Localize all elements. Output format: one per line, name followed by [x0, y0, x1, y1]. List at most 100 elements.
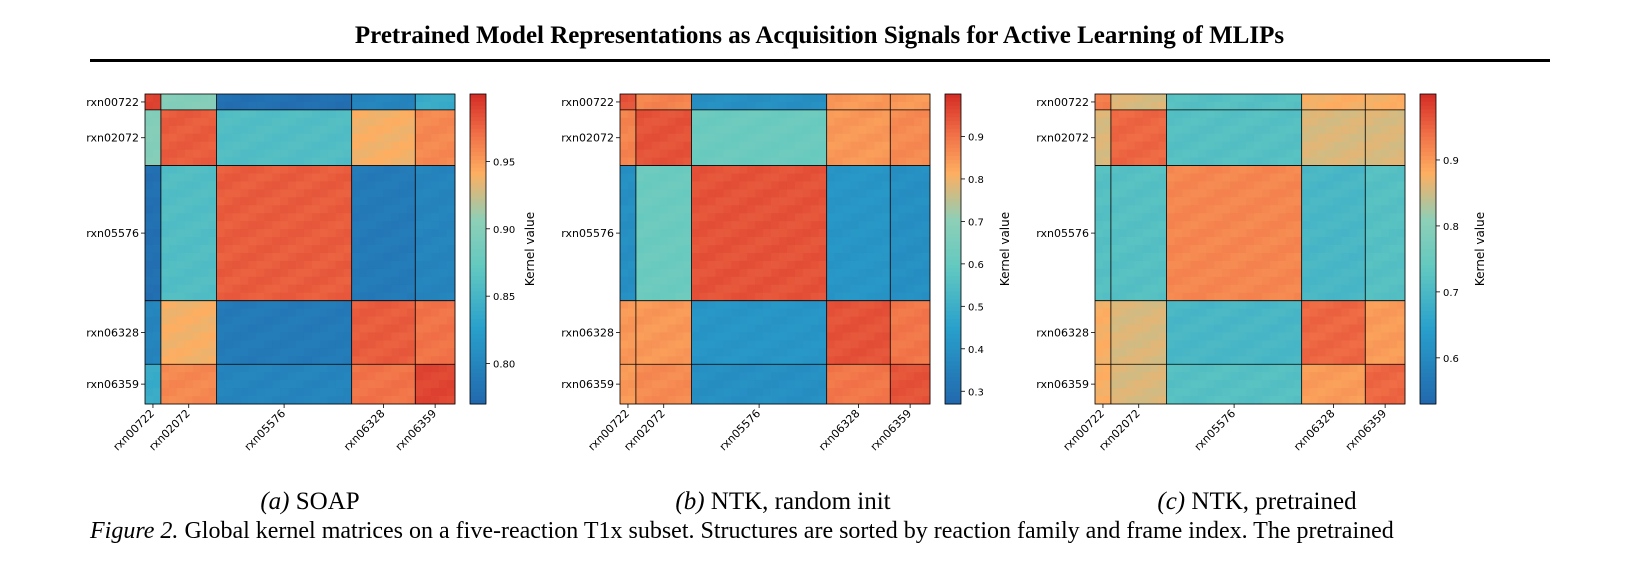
heatmap-cell — [1277, 237, 1287, 246]
heatmap-cell — [256, 348, 265, 357]
colorbar-segment — [945, 210, 961, 215]
heatmap-cell — [1397, 237, 1406, 246]
heatmap-cell — [1349, 157, 1358, 166]
heatmap-cell — [882, 308, 891, 317]
heatmap-cell — [691, 94, 700, 103]
heatmap-cell — [1182, 245, 1191, 254]
heatmap-cell — [643, 340, 653, 349]
heatmap-cell — [866, 141, 875, 151]
heatmap-cell — [731, 189, 740, 198]
heatmap-cell — [168, 380, 178, 389]
heatmap-cell — [667, 276, 677, 286]
heatmap-cell — [771, 189, 780, 198]
colorbar-segment — [945, 237, 961, 242]
heatmap-cell — [818, 229, 828, 238]
heatmap-cell — [359, 396, 368, 405]
colorbar-segment — [945, 101, 961, 107]
heatmap-cell — [882, 260, 891, 270]
heatmap-cell — [1317, 356, 1326, 365]
heatmap-cell — [319, 157, 329, 166]
heatmap-cell — [898, 252, 907, 262]
heatmap-cell — [1317, 324, 1326, 333]
heatmap-cell — [794, 268, 804, 278]
heatmap-cell — [1222, 268, 1231, 278]
heatmap-cell — [635, 229, 645, 238]
heatmap-cell — [707, 292, 716, 302]
heatmap-cell — [1309, 364, 1318, 373]
heatmap-cell — [818, 276, 828, 286]
heatmap-cell — [866, 149, 875, 158]
y-tick-label: rxn00722 — [1036, 96, 1089, 109]
heatmap-cell — [1365, 268, 1374, 278]
colorbar-segment — [945, 214, 961, 219]
heatmap-cell — [383, 149, 392, 158]
heatmap-cell — [327, 372, 337, 381]
heatmap-cell — [794, 94, 804, 103]
heatmap-cell — [1357, 260, 1366, 270]
heatmap-cell — [232, 324, 241, 333]
heatmap-cell — [343, 101, 353, 111]
heatmap-cell — [818, 380, 828, 389]
heatmap-cell — [850, 157, 859, 166]
heatmap-cell — [1174, 245, 1183, 254]
heatmap-cell — [359, 237, 368, 246]
heatmap-cell — [1206, 292, 1215, 302]
heatmap-cell — [1238, 364, 1247, 373]
heatmap-cell — [627, 157, 637, 166]
heatmap-cell — [778, 356, 788, 365]
heatmap-cell — [874, 372, 883, 381]
heatmap-cell — [1142, 229, 1152, 238]
heatmap-cell — [1301, 133, 1311, 143]
heatmap-cell — [439, 252, 448, 262]
heatmap-cell — [319, 356, 329, 365]
heatmap-cell — [1317, 292, 1326, 302]
heatmap-cell — [375, 181, 384, 190]
heatmap-cell — [1190, 324, 1199, 333]
heatmap-cell — [1142, 117, 1152, 127]
heatmap-cell — [1230, 94, 1239, 103]
heatmap-cell — [914, 396, 923, 405]
heatmap-cell — [176, 173, 186, 182]
heatmap-cell — [691, 332, 700, 341]
heatmap-cell — [1253, 133, 1263, 143]
heatmap-cell — [794, 205, 804, 214]
heatmap-cell — [906, 308, 915, 317]
heatmap-cell — [1190, 276, 1199, 286]
heatmap-cell — [778, 125, 788, 135]
colorbar-segment — [945, 159, 961, 165]
heatmap-cell — [1134, 388, 1144, 397]
heatmap-cell — [1293, 133, 1303, 143]
heatmap-cell — [367, 237, 376, 246]
heatmap-cell — [359, 245, 368, 254]
heatmap-cell — [168, 388, 178, 397]
heatmap-cell — [240, 173, 249, 182]
heatmap-cell — [850, 109, 859, 119]
heatmap-cell — [208, 340, 217, 349]
heatmap-cell — [1102, 372, 1112, 381]
colorbar-segment — [470, 392, 486, 397]
heatmap-cell — [739, 157, 748, 166]
heatmap-cell — [1134, 308, 1144, 317]
heatmap-cell — [264, 316, 273, 325]
heatmap-cell — [1261, 213, 1271, 222]
heatmap-cell — [763, 94, 772, 103]
heatmap-cell — [1142, 284, 1152, 294]
colorbar-segment — [470, 206, 486, 211]
heatmap-cell — [1102, 157, 1112, 166]
heatmap-cell — [1269, 324, 1279, 333]
heatmap-cell — [232, 292, 241, 302]
heatmap-cell — [1357, 252, 1366, 262]
heatmap-cell — [1126, 276, 1136, 286]
heatmap-cell — [651, 380, 661, 389]
heatmap-cell — [858, 173, 867, 182]
heatmap-cell — [818, 165, 828, 174]
heatmap-cell — [1333, 380, 1342, 389]
heatmap-cell — [200, 157, 209, 166]
heatmap-cell — [399, 300, 408, 310]
heatmap-cell — [1309, 149, 1318, 158]
heatmap-cell — [874, 364, 883, 373]
heatmap-cell — [439, 372, 448, 381]
heatmap-cell — [423, 308, 432, 317]
heatmap-cell — [1206, 284, 1215, 294]
heatmap-cell — [826, 109, 836, 119]
